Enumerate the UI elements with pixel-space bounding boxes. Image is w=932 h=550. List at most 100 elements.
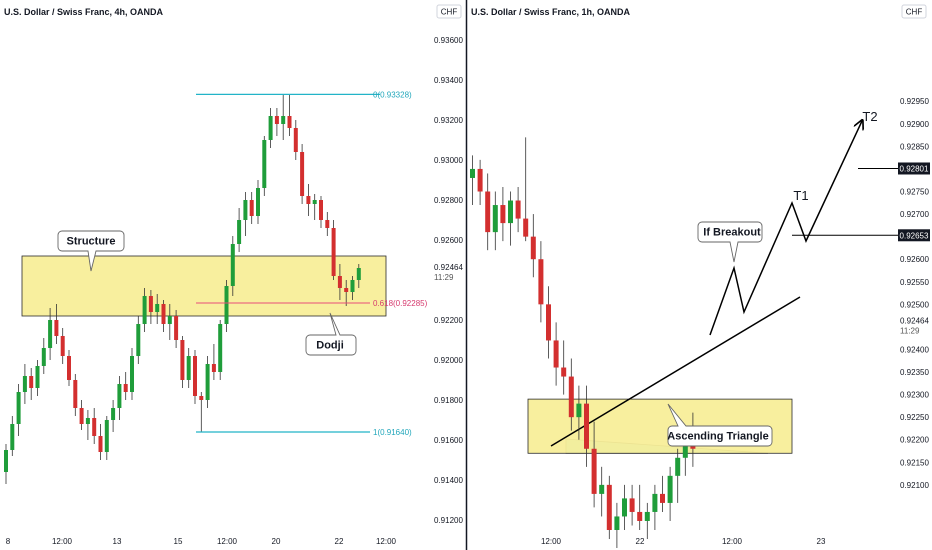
fib-label-bottom: 1(0.91640) <box>373 428 412 437</box>
right-candle <box>561 340 567 395</box>
right-y-tick: 0.92950 <box>900 97 929 106</box>
right-candle-body <box>576 403 582 418</box>
left-candle <box>111 400 116 432</box>
fib-label-mid: 0.618(0.92285) <box>373 299 428 308</box>
left-candle <box>249 192 254 224</box>
right-candle <box>637 484 643 530</box>
right-y-tick: 0.92700 <box>900 210 929 219</box>
left-candle-body <box>22 376 27 392</box>
right-candle-body <box>682 439 688 458</box>
left-candle <box>350 276 355 300</box>
left-candle <box>274 108 279 136</box>
right-candle-body <box>546 304 551 341</box>
right-candle-body <box>584 403 589 449</box>
left-candle <box>148 290 153 324</box>
t2-price-tag-text: 0.92801 <box>900 164 929 173</box>
left-candle-body <box>10 424 15 450</box>
left-resistance-zone <box>21 255 387 317</box>
right-candle <box>523 137 529 242</box>
right-x-tick: 22 <box>636 537 645 546</box>
right-candle-body <box>470 168 475 178</box>
right-candle <box>660 475 665 512</box>
left-candle-body <box>199 396 204 400</box>
left-candle-body <box>79 408 84 424</box>
left-chart-title: U.S. Dollar / Swiss Franc, 4h, OANDA <box>4 7 164 17</box>
left-candle-body <box>161 304 166 324</box>
left-candle-body <box>29 376 34 388</box>
right-candle-body <box>508 200 513 224</box>
right-candle-body <box>660 493 665 503</box>
right-candle <box>553 322 559 386</box>
left-candle <box>85 410 90 440</box>
right-candle-body <box>568 376 574 418</box>
right-candle <box>568 358 574 431</box>
left-y-tick: 0.92800 <box>434 196 463 205</box>
left-candle-body <box>180 340 185 380</box>
left-candle <box>10 416 15 456</box>
right-candle <box>492 191 498 251</box>
left-candle-body <box>268 116 273 140</box>
left-candle-body <box>48 320 53 348</box>
left-candle <box>130 348 134 400</box>
ascending-trendline <box>550 296 801 447</box>
right-candle <box>629 484 635 526</box>
right-y-tick: 0.92300 <box>900 391 929 400</box>
left-candle <box>54 304 59 344</box>
right-candle-body <box>538 259 544 305</box>
right-countdown: 11:29 <box>900 327 920 336</box>
right-candle-body <box>644 511 650 521</box>
left-candle-body <box>60 336 65 356</box>
left-candle <box>142 288 147 332</box>
right-candle-body <box>637 511 643 521</box>
right-x-axis: 12:00 22 12:00 23 <box>541 537 826 546</box>
left-last-price: 0.92464 <box>434 263 463 272</box>
right-candle-body <box>485 191 491 233</box>
left-candle-body <box>130 356 134 392</box>
right-y-tick: 0.92500 <box>900 300 929 309</box>
left-candle-body <box>167 316 172 324</box>
left-candle-body <box>85 418 90 424</box>
left-candle <box>167 304 172 340</box>
right-candle-body <box>530 236 536 260</box>
right-currency-label: CHF <box>906 8 923 17</box>
right-candles <box>470 137 696 549</box>
left-candle-body <box>117 384 122 408</box>
left-candle-body <box>287 116 292 128</box>
right-candle-body <box>606 484 612 530</box>
left-candle <box>16 384 21 436</box>
left-candle <box>22 364 27 404</box>
right-candle <box>644 502 650 540</box>
right-candle-body <box>652 493 658 512</box>
right-currency-box <box>901 4 927 19</box>
left-y-tick: 0.91200 <box>434 516 463 525</box>
right-y-tick: 0.92600 <box>900 255 929 264</box>
right-y-tick: 0.92100 <box>900 481 929 490</box>
left-candle-body <box>174 316 179 340</box>
right-y-tick: 0.92850 <box>900 142 929 151</box>
right-x-tick: 23 <box>817 537 826 546</box>
left-candle <box>331 220 336 280</box>
left-candle-body <box>274 116 279 124</box>
right-last-price: 0.92464 <box>900 317 929 326</box>
right-candle <box>576 385 582 440</box>
right-candle <box>599 466 605 517</box>
right-candle <box>652 484 658 530</box>
left-candle-body <box>16 392 21 424</box>
left-candle-body <box>98 436 103 452</box>
right-candle-body <box>591 448 597 494</box>
left-candle <box>73 374 78 416</box>
left-candle-body <box>325 220 330 228</box>
left-y-tick: 0.93200 <box>434 116 463 125</box>
right-candle-body <box>675 457 681 476</box>
right-y-tick: 0.92550 <box>900 278 929 287</box>
left-y-tick: 0.91600 <box>434 436 463 445</box>
left-x-tick: 12:00 <box>217 537 238 546</box>
left-candle-body <box>356 268 361 280</box>
left-currency-label: CHF <box>441 8 458 17</box>
left-candle <box>356 264 361 288</box>
left-candle-body <box>331 228 336 276</box>
left-candle-body <box>54 320 59 336</box>
left-candle-body <box>111 408 116 420</box>
right-candle-body <box>553 340 559 368</box>
left-candle-body <box>237 220 242 244</box>
